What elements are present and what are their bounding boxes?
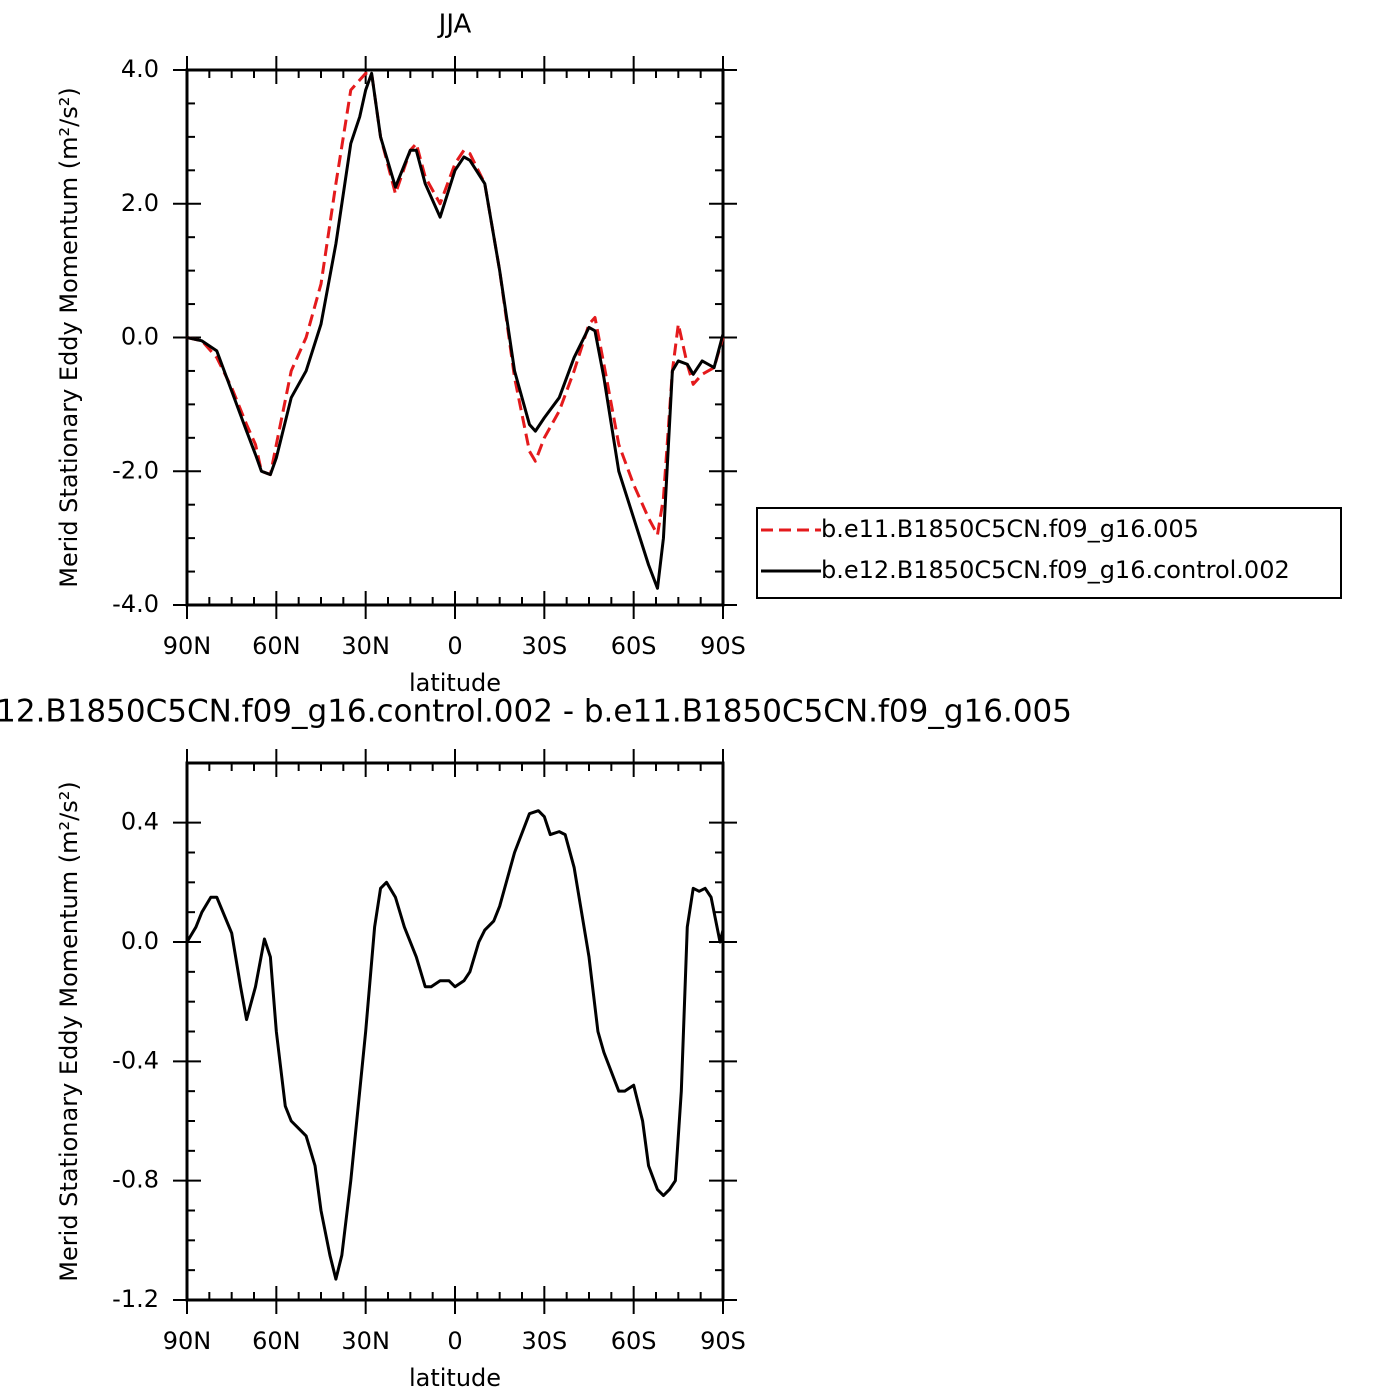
x-tick-label: 60S (611, 1327, 657, 1355)
data-line (186, 71, 725, 537)
data-line (185, 809, 725, 1281)
y-tick-label: -1.2 (112, 1285, 159, 1313)
y-axis-label: Merid Stationary Eddy Momentum (m²/s²) (55, 781, 83, 1281)
x-tick-label: 0 (447, 632, 462, 660)
x-tick-label: 90N (163, 1327, 212, 1355)
y-tick-label: 2.0 (121, 189, 159, 217)
x-tick-label: 90S (700, 632, 746, 660)
x-axis-label: latitude (409, 669, 501, 697)
legend-label: b.e11.B1850C5CN.f09_g16.005 (821, 515, 1199, 543)
x-axis-label: latitude (409, 1364, 501, 1392)
plot-frame (185, 761, 725, 1302)
y-tick-label: -2.0 (112, 456, 159, 484)
x-tick-label: 0 (447, 1327, 462, 1355)
y-tick-label: 0.0 (121, 323, 159, 351)
x-tick-label: 60N (252, 632, 301, 660)
chart-title: b.e12.B1850C5CN.f09_g16.control.002 - b.… (0, 694, 1072, 730)
y-tick-label: 4.0 (121, 55, 159, 83)
x-tick-label: 30S (521, 1327, 567, 1355)
plot-frame (185, 68, 725, 607)
x-tick-label: 30N (341, 1327, 390, 1355)
data-line (186, 71, 725, 590)
y-tick-label: -4.0 (112, 590, 159, 618)
x-tick-label: 30N (341, 632, 390, 660)
legend-label: b.e12.B1850C5CN.f09_g16.control.002 (821, 556, 1290, 584)
chart-title: JJA (437, 10, 472, 40)
y-tick-label: 0.0 (121, 927, 159, 955)
y-tick-label: -0.8 (112, 1166, 159, 1194)
y-axis-label: Merid Stationary Eddy Momentum (m²/s²) (55, 87, 83, 587)
y-tick-label: 0.4 (121, 808, 159, 836)
legend-box (756, 507, 1342, 599)
y-tick-label: -0.4 (112, 1046, 159, 1074)
x-tick-label: 60S (611, 632, 657, 660)
x-tick-label: 90N (163, 632, 212, 660)
x-tick-label: 90S (700, 1327, 746, 1355)
x-tick-label: 60N (252, 1327, 301, 1355)
x-tick-label: 30S (521, 632, 567, 660)
